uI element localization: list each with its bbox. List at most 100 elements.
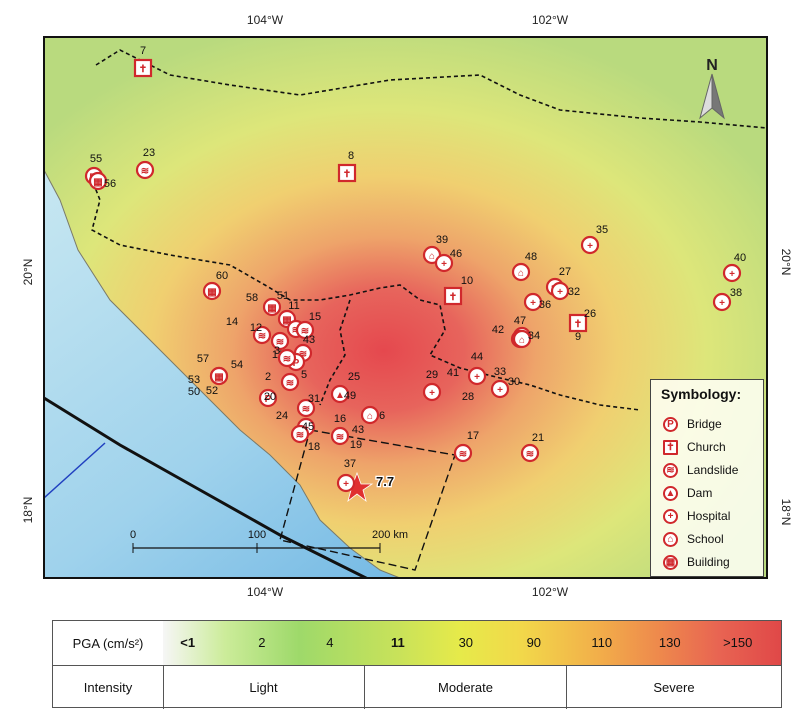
dam-glyph: ▲ [335, 390, 345, 401]
hospital-glyph: + [343, 479, 349, 490]
lon-label-top: 102°W [532, 13, 569, 27]
church-icon [568, 313, 588, 333]
landslide-icon [296, 398, 316, 418]
pga-value: 4 [326, 635, 334, 650]
landslide-glyph: ≋ [526, 449, 534, 460]
symbology-label: Building [687, 555, 730, 569]
state-boundary [95, 49, 767, 129]
land-area [44, 37, 767, 578]
symbology-label: Dam [687, 486, 713, 500]
hospital-icon [490, 379, 510, 399]
site-number-label: 20 [264, 391, 276, 403]
epicenter-magnitude: 7.7 [376, 474, 394, 489]
hospital-glyph: + [441, 259, 447, 270]
site-number-label: 50 [188, 386, 200, 398]
school-glyph: ⌂ [518, 268, 524, 279]
site-number-label: 43 [352, 424, 364, 436]
landslide-glyph: ≋ [276, 337, 284, 348]
symbology-item: + Hospital [663, 506, 730, 526]
intensity-class: Moderate [365, 665, 567, 709]
building-glyph: ▦ [282, 315, 291, 326]
dam-icon: ▲ [663, 485, 678, 501]
north-arrow-icon: N [699, 57, 725, 120]
site-number-label: 54 [231, 359, 243, 371]
pga-color-ramp: <1 2 4 11 30 90 110 130 >150 [163, 621, 781, 665]
site-number-label: 55 [90, 153, 102, 165]
epicenter-star-icon: 7.7 [340, 471, 395, 503]
site-number-label: 60 [216, 270, 228, 282]
site-number-label: 14 [226, 316, 238, 328]
pga-value: >150 [723, 635, 753, 650]
coastline [44, 169, 401, 578]
pga-value: <1 [180, 635, 196, 650]
church-glyph: ✝ [574, 319, 582, 330]
site-number-label: 57 [197, 353, 209, 365]
symbology-item: ▲ Dam [663, 483, 712, 503]
symbology-label: Bridge [687, 417, 722, 431]
pga-row: PGA (cm/s²) <1 2 4 11 30 90 110 130 >150 [53, 621, 781, 666]
symbology-label: Church [687, 440, 726, 454]
building-glyph: ▦ [214, 372, 223, 383]
lat-label-left: 18°N [21, 497, 35, 524]
site-number-label: 23 [143, 147, 155, 159]
site-number-label: 53 [188, 374, 200, 386]
hospital-glyph: + [557, 287, 563, 298]
site-number-label: 6 [379, 410, 385, 422]
landslide-glyph: ≋ [296, 430, 304, 441]
site-number-label: 25 [348, 371, 360, 383]
pga-value: 11 [390, 635, 405, 650]
building-glyph: ▦ [93, 177, 102, 188]
church-icon [133, 58, 153, 78]
symbology-title: Symbology: [661, 386, 742, 402]
site-number-label: 42 [492, 324, 504, 336]
north-label: N [706, 57, 718, 74]
scale-label: 200 km [372, 529, 408, 541]
site-number-label: 46 [450, 248, 462, 260]
school-glyph: ⌂ [429, 251, 435, 262]
site-number-label: 15 [309, 311, 321, 323]
landslide-icon [520, 443, 540, 463]
site-markers: ✝7✝8✝10✝26▦55▦56≋23▦60⌂39+46⌂48≋27+32+36… [84, 45, 746, 493]
landslide-glyph: ≋ [258, 331, 266, 342]
intensity-row: Intensity Light Moderate Severe [53, 665, 781, 709]
school-icon [511, 262, 531, 282]
site-number-label: 38 [730, 287, 742, 299]
site-number-label: 17 [467, 430, 479, 442]
site-number-label: 27 [559, 266, 571, 278]
building-icon: ▦ [663, 554, 678, 570]
site-number-label: 19 [350, 439, 362, 451]
pga-value: 130 [658, 635, 681, 650]
site-number-label: 33 [494, 366, 506, 378]
landslide-icon [270, 331, 290, 351]
intensity-class: Severe [653, 679, 695, 695]
site-number-label: 9 [575, 331, 581, 343]
site-number-label: 12 [250, 322, 262, 334]
hospital-glyph: + [429, 388, 435, 399]
lat-label-right: 18°N [779, 499, 793, 526]
hospital-icon [422, 382, 442, 402]
symbology-item: ≋ Landslide [663, 460, 738, 480]
symbology-legend: Symbology: P Bridge ✝ Church ≋ Landslide ▲ D… [650, 379, 764, 577]
site-number-label: 5 [301, 369, 307, 381]
hospital-glyph: + [530, 298, 536, 309]
lon-label-top: 104°W [247, 13, 284, 27]
site-number-label: 26 [584, 308, 596, 320]
lon-label-bottom: 102°W [532, 585, 569, 599]
landslide-glyph: ≋ [302, 404, 310, 415]
hospital-glyph: + [474, 372, 480, 383]
hospital-glyph: + [729, 269, 735, 280]
school-icon [512, 329, 532, 349]
landslide-glyph: ≋ [283, 354, 291, 365]
school-icon [360, 405, 380, 425]
church-icon [443, 286, 463, 306]
intensity-class: Light [163, 665, 365, 709]
site-number-label: 7 [140, 45, 146, 57]
site-number-label: 43 [303, 334, 315, 346]
bridge-icon [258, 388, 278, 408]
pga-value: 30 [458, 635, 474, 650]
landslide-icon [295, 320, 315, 340]
hospital-icon [336, 473, 356, 493]
church-glyph: ✝ [343, 169, 351, 180]
site-number-label: 10 [461, 275, 473, 287]
landslide-glyph: ≋ [336, 432, 344, 443]
